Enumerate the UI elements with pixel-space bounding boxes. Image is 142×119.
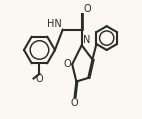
Text: O: O xyxy=(71,98,78,108)
Text: O: O xyxy=(64,59,71,69)
Text: O: O xyxy=(83,4,91,14)
Text: O: O xyxy=(36,74,43,84)
Text: N: N xyxy=(83,35,90,45)
Text: HN: HN xyxy=(47,19,62,29)
